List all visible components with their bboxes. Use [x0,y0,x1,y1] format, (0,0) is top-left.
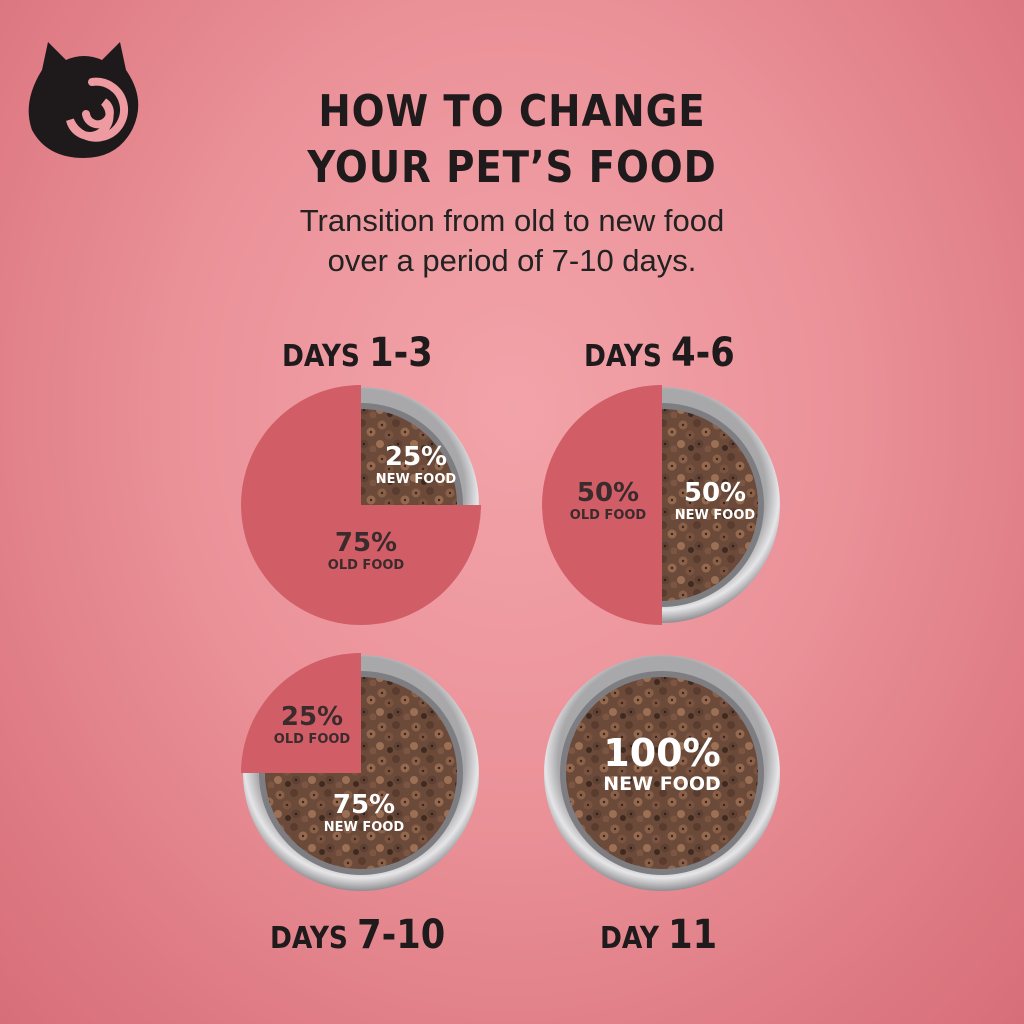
stage-1-old-label: OLD FOOD [327,558,405,573]
stage-3-new-food: 75% NEW FOOD [324,792,404,834]
stage-1-days-word: DAYS [282,339,370,374]
kibble-food [566,677,758,869]
stage-3-new-percent: 75% [332,790,396,820]
cat-swirl-logo-icon [28,42,139,158]
stage-1-new-percent: 25% [384,442,448,472]
stage-1-new-label: NEW FOOD [375,472,457,487]
stage-1-days-label: DAYS 1-3 [282,330,433,376]
stage-3-days-number: 7-10 [357,912,446,958]
subtitle-line-1: Transition from old to new food [299,203,725,238]
stage-3-old-food: 25% OLD FOOD [274,704,350,746]
page-title-line-1: HOW TO CHANGE [318,86,706,137]
stage-1-old-food: 75% OLD FOOD [328,530,404,572]
stage-3-old-label: OLD FOOD [273,732,351,747]
stage-4-days-label: DAY 11 [600,912,717,958]
stage-1-new-food: 25% NEW FOOD [376,444,456,486]
stage-2-old-food: 50% OLD FOOD [570,480,646,522]
stage-2-old-label: OLD FOOD [569,508,647,523]
stage-2-days-number: 4-6 [671,330,735,376]
stage-4-food-bowl [544,655,780,891]
page-title-line-2: YOUR PET’S FOOD [307,142,717,193]
stage-3-food-bowl [241,653,479,891]
old-food-sector [241,653,361,773]
stage-4-days-number: 11 [668,912,718,958]
stage-4-new-percent: 100% [603,731,721,775]
stage-3-new-label: NEW FOOD [323,820,405,835]
stage-2-new-label: NEW FOOD [674,508,756,523]
stage-1-days-number: 1-3 [369,330,433,376]
stage-2-new-percent: 50% [683,478,747,508]
old-food-sector [542,385,662,625]
stage-3-days-label: DAYS 7-10 [270,912,445,958]
stage-2-old-percent: 50% [576,478,640,508]
subtitle-line-2: over a period of 7-10 days. [327,243,697,278]
stage-4-new-label: NEW FOOD [603,773,721,795]
stage-2-days-word: DAYS [584,339,672,374]
stage-3-days-word: DAYS [270,921,358,956]
stage-2-days-label: DAYS 4-6 [584,330,735,376]
stage-4-new-food: 100% NEW FOOD [603,734,721,794]
stage-1-old-percent: 75% [334,528,398,558]
stage-2-new-food: 50% NEW FOOD [675,480,755,522]
stage-4-days-word: DAY [600,921,669,956]
stage-3-old-percent: 25% [280,702,344,732]
stage-2-food-bowl [542,385,780,625]
stage-1-food-bowl [241,385,481,625]
old-food-sector [241,385,481,625]
